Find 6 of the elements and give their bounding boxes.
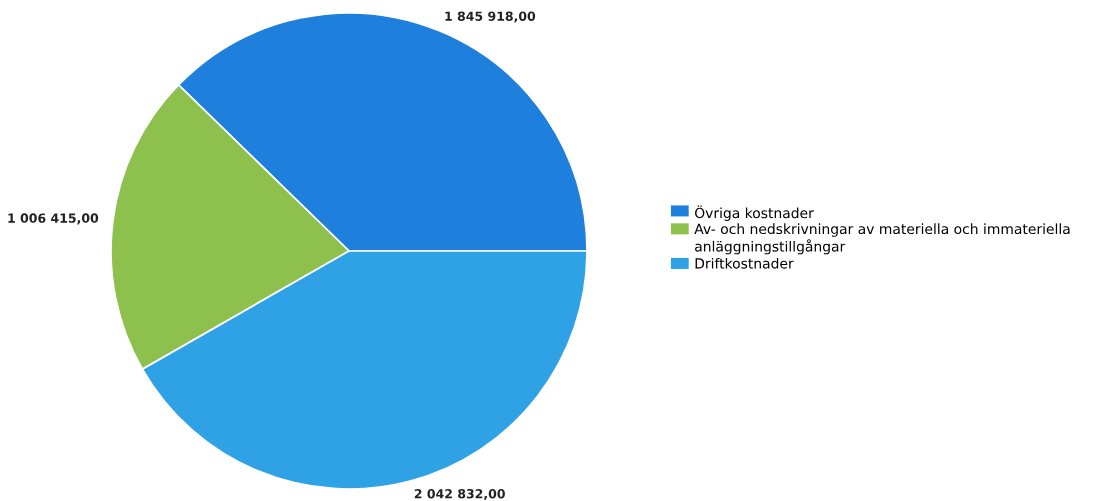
data-label: 1 845 918,00	[445, 11, 536, 23]
legend-label: Övriga kostnader	[695, 205, 814, 221]
data-label: 2 042 832,00	[414, 488, 505, 501]
data-label: 1 006 415,00	[8, 213, 99, 225]
legend-label: Driftkostnader	[695, 257, 794, 269]
legend-label: Av- och nedskrivningar av materiella och immateriella anläggningstillgångar	[694, 223, 1070, 255]
